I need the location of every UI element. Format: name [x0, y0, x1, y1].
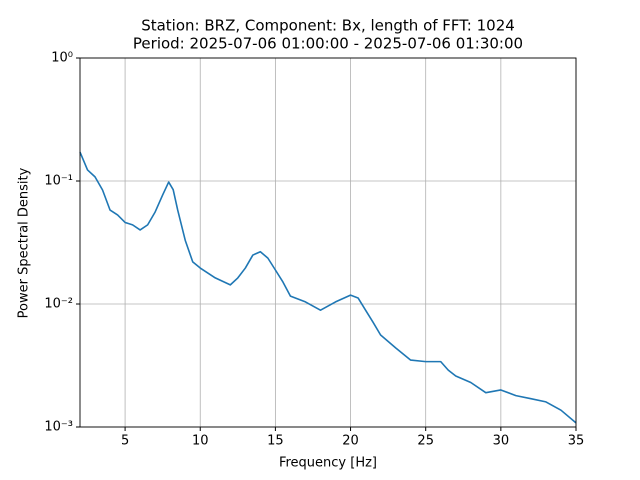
y-tick-label: 10⁻² [44, 297, 73, 312]
x-tick-label: 10 [192, 434, 209, 449]
x-tick-label: 15 [267, 434, 284, 449]
plot-frame [79, 57, 577, 428]
chart-subtitle: Period: 2025-07-06 01:00:00 - 2025-07-06… [133, 35, 523, 53]
y-tick-label: 10⁰ [51, 51, 73, 66]
chart-title: Station: BRZ, Component: Bx, length of F… [141, 17, 515, 35]
y-axis-label: Power Spectral Density [17, 167, 32, 318]
y-tick-label: 10⁻³ [44, 420, 73, 435]
x-tick-label: 25 [417, 434, 434, 449]
y-tick-label: 10⁻¹ [44, 174, 73, 189]
x-tick-label: 5 [121, 434, 129, 449]
x-tick-label: 20 [342, 434, 359, 449]
x-tick-label: 30 [493, 434, 510, 449]
line [79, 151, 577, 424]
x-tick-label: 35 [568, 434, 585, 449]
x-axis-label: Frequency [Hz] [279, 456, 377, 471]
